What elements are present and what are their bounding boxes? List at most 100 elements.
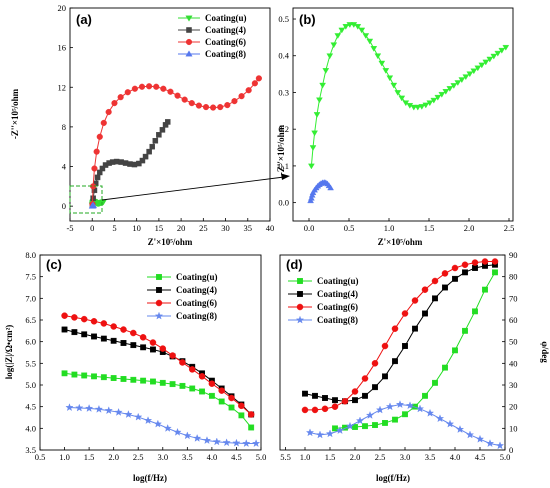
data-point	[255, 75, 262, 82]
data-point	[426, 100, 434, 107]
data-point	[438, 92, 446, 98]
data-point	[410, 104, 418, 111]
data-point	[247, 411, 255, 418]
legend-item: Coating(u)	[288, 276, 359, 286]
data-point	[105, 108, 112, 116]
data-point	[401, 310, 409, 317]
data-point	[498, 47, 506, 54]
x-tick-label: 0.5	[35, 452, 46, 462]
data-point	[382, 419, 388, 426]
data-point	[352, 397, 358, 404]
data-point	[61, 312, 68, 319]
data-point	[245, 87, 252, 94]
panel-d: (d) log(f/Hz) φ/deg Coating(u) Coating(4)…	[279, 250, 550, 483]
legend-label: Coating(8)	[317, 315, 358, 325]
data-point	[392, 416, 398, 423]
data-point	[365, 410, 375, 419]
data-point	[327, 184, 334, 191]
data-point	[441, 270, 449, 277]
data-point	[486, 56, 494, 63]
legend-label: Coating(8)	[176, 311, 217, 321]
x-tick-label: 1.5	[325, 452, 336, 462]
data-point	[472, 308, 478, 315]
y-axis-label-b: -Z''×10⁵/ohm	[276, 124, 286, 175]
data-point	[117, 94, 124, 101]
data-point	[346, 22, 354, 28]
legend-marker	[185, 50, 193, 57]
data-point	[362, 392, 368, 399]
y-tick-label: 0.3	[278, 87, 289, 97]
data-point	[381, 342, 389, 350]
data-point	[422, 392, 428, 399]
data-point	[124, 410, 133, 418]
x-tick-label: 2.0	[108, 452, 119, 462]
series-line	[310, 24, 507, 166]
data-point	[342, 24, 350, 30]
data-point	[435, 414, 445, 423]
y-tick-label: 6.0	[25, 337, 36, 347]
legend-label: Coating(6)	[317, 302, 358, 312]
x-tick-label: 1.0	[384, 223, 395, 233]
series-coating-8-	[88, 202, 97, 209]
data-point	[100, 119, 107, 127]
data-point	[159, 345, 167, 352]
panel-label-a: (a)	[76, 12, 92, 27]
data-point	[210, 104, 217, 111]
x-tick-label: 2.5	[133, 452, 144, 462]
data-point	[415, 404, 425, 413]
x-tick-label: 0.5	[344, 223, 355, 233]
data-point	[465, 430, 475, 439]
x-tick-label: 2.0	[464, 223, 475, 233]
x-axis-label-b: Z'×10⁵/ohm	[378, 237, 423, 247]
panel-label-b: (b)	[299, 12, 316, 27]
data-point	[374, 53, 382, 60]
x-tick-label: 10	[132, 223, 141, 233]
data-point	[160, 85, 167, 92]
data-point	[421, 286, 429, 293]
series-coating-4-	[302, 261, 498, 405]
legend-item: Coating(6)	[178, 37, 246, 47]
data-point	[153, 419, 162, 428]
data-point	[461, 261, 469, 269]
legend-label: Coating(u)	[317, 276, 359, 286]
plot-area-a	[88, 75, 262, 209]
data-point	[193, 433, 202, 442]
x-tick-label: 5	[112, 223, 116, 233]
data-point	[100, 374, 107, 381]
data-point	[372, 422, 378, 429]
data-point	[391, 325, 399, 332]
x-tick-label: 5.5	[280, 452, 291, 462]
data-point	[149, 143, 155, 150]
data-point	[366, 38, 374, 45]
series-coating-u-	[308, 22, 510, 170]
data-point	[305, 428, 315, 437]
data-point	[385, 402, 395, 411]
x-tick-label: 5.0	[500, 452, 511, 462]
data-point	[136, 160, 142, 167]
x-tick-label: 4.5	[475, 452, 486, 462]
y-axis-label-c: log(|Z|/Ω•cm²)	[4, 325, 14, 380]
data-point	[179, 382, 186, 389]
data-point	[482, 59, 490, 66]
legend-marker	[156, 274, 162, 280]
legend-label: Coating(4)	[205, 25, 246, 35]
series-line	[69, 407, 257, 444]
data-point	[322, 68, 330, 74]
x-axis-label-d: log(f/Hz)	[376, 473, 410, 483]
legend-marker	[185, 38, 193, 46]
panel-b: (b) Z'×10⁵/ohm -Z''×10⁵/ohm 0.0 0.5 1.0 1.5…	[276, 7, 514, 247]
data-point	[308, 194, 315, 201]
y-tick-label: 0.2	[278, 124, 289, 134]
data-point	[224, 102, 231, 109]
x-tick-label: 40	[266, 223, 275, 233]
plot-area-b	[307, 22, 510, 204]
data-point	[120, 326, 127, 333]
y-tick-label: 30	[509, 380, 518, 390]
data-point	[251, 80, 258, 87]
data-point	[238, 402, 245, 410]
legend-marker	[297, 278, 303, 284]
series-coating-u-	[61, 370, 255, 431]
data-point	[312, 392, 318, 399]
series-coating-8-	[305, 400, 505, 450]
data-point	[315, 430, 325, 439]
